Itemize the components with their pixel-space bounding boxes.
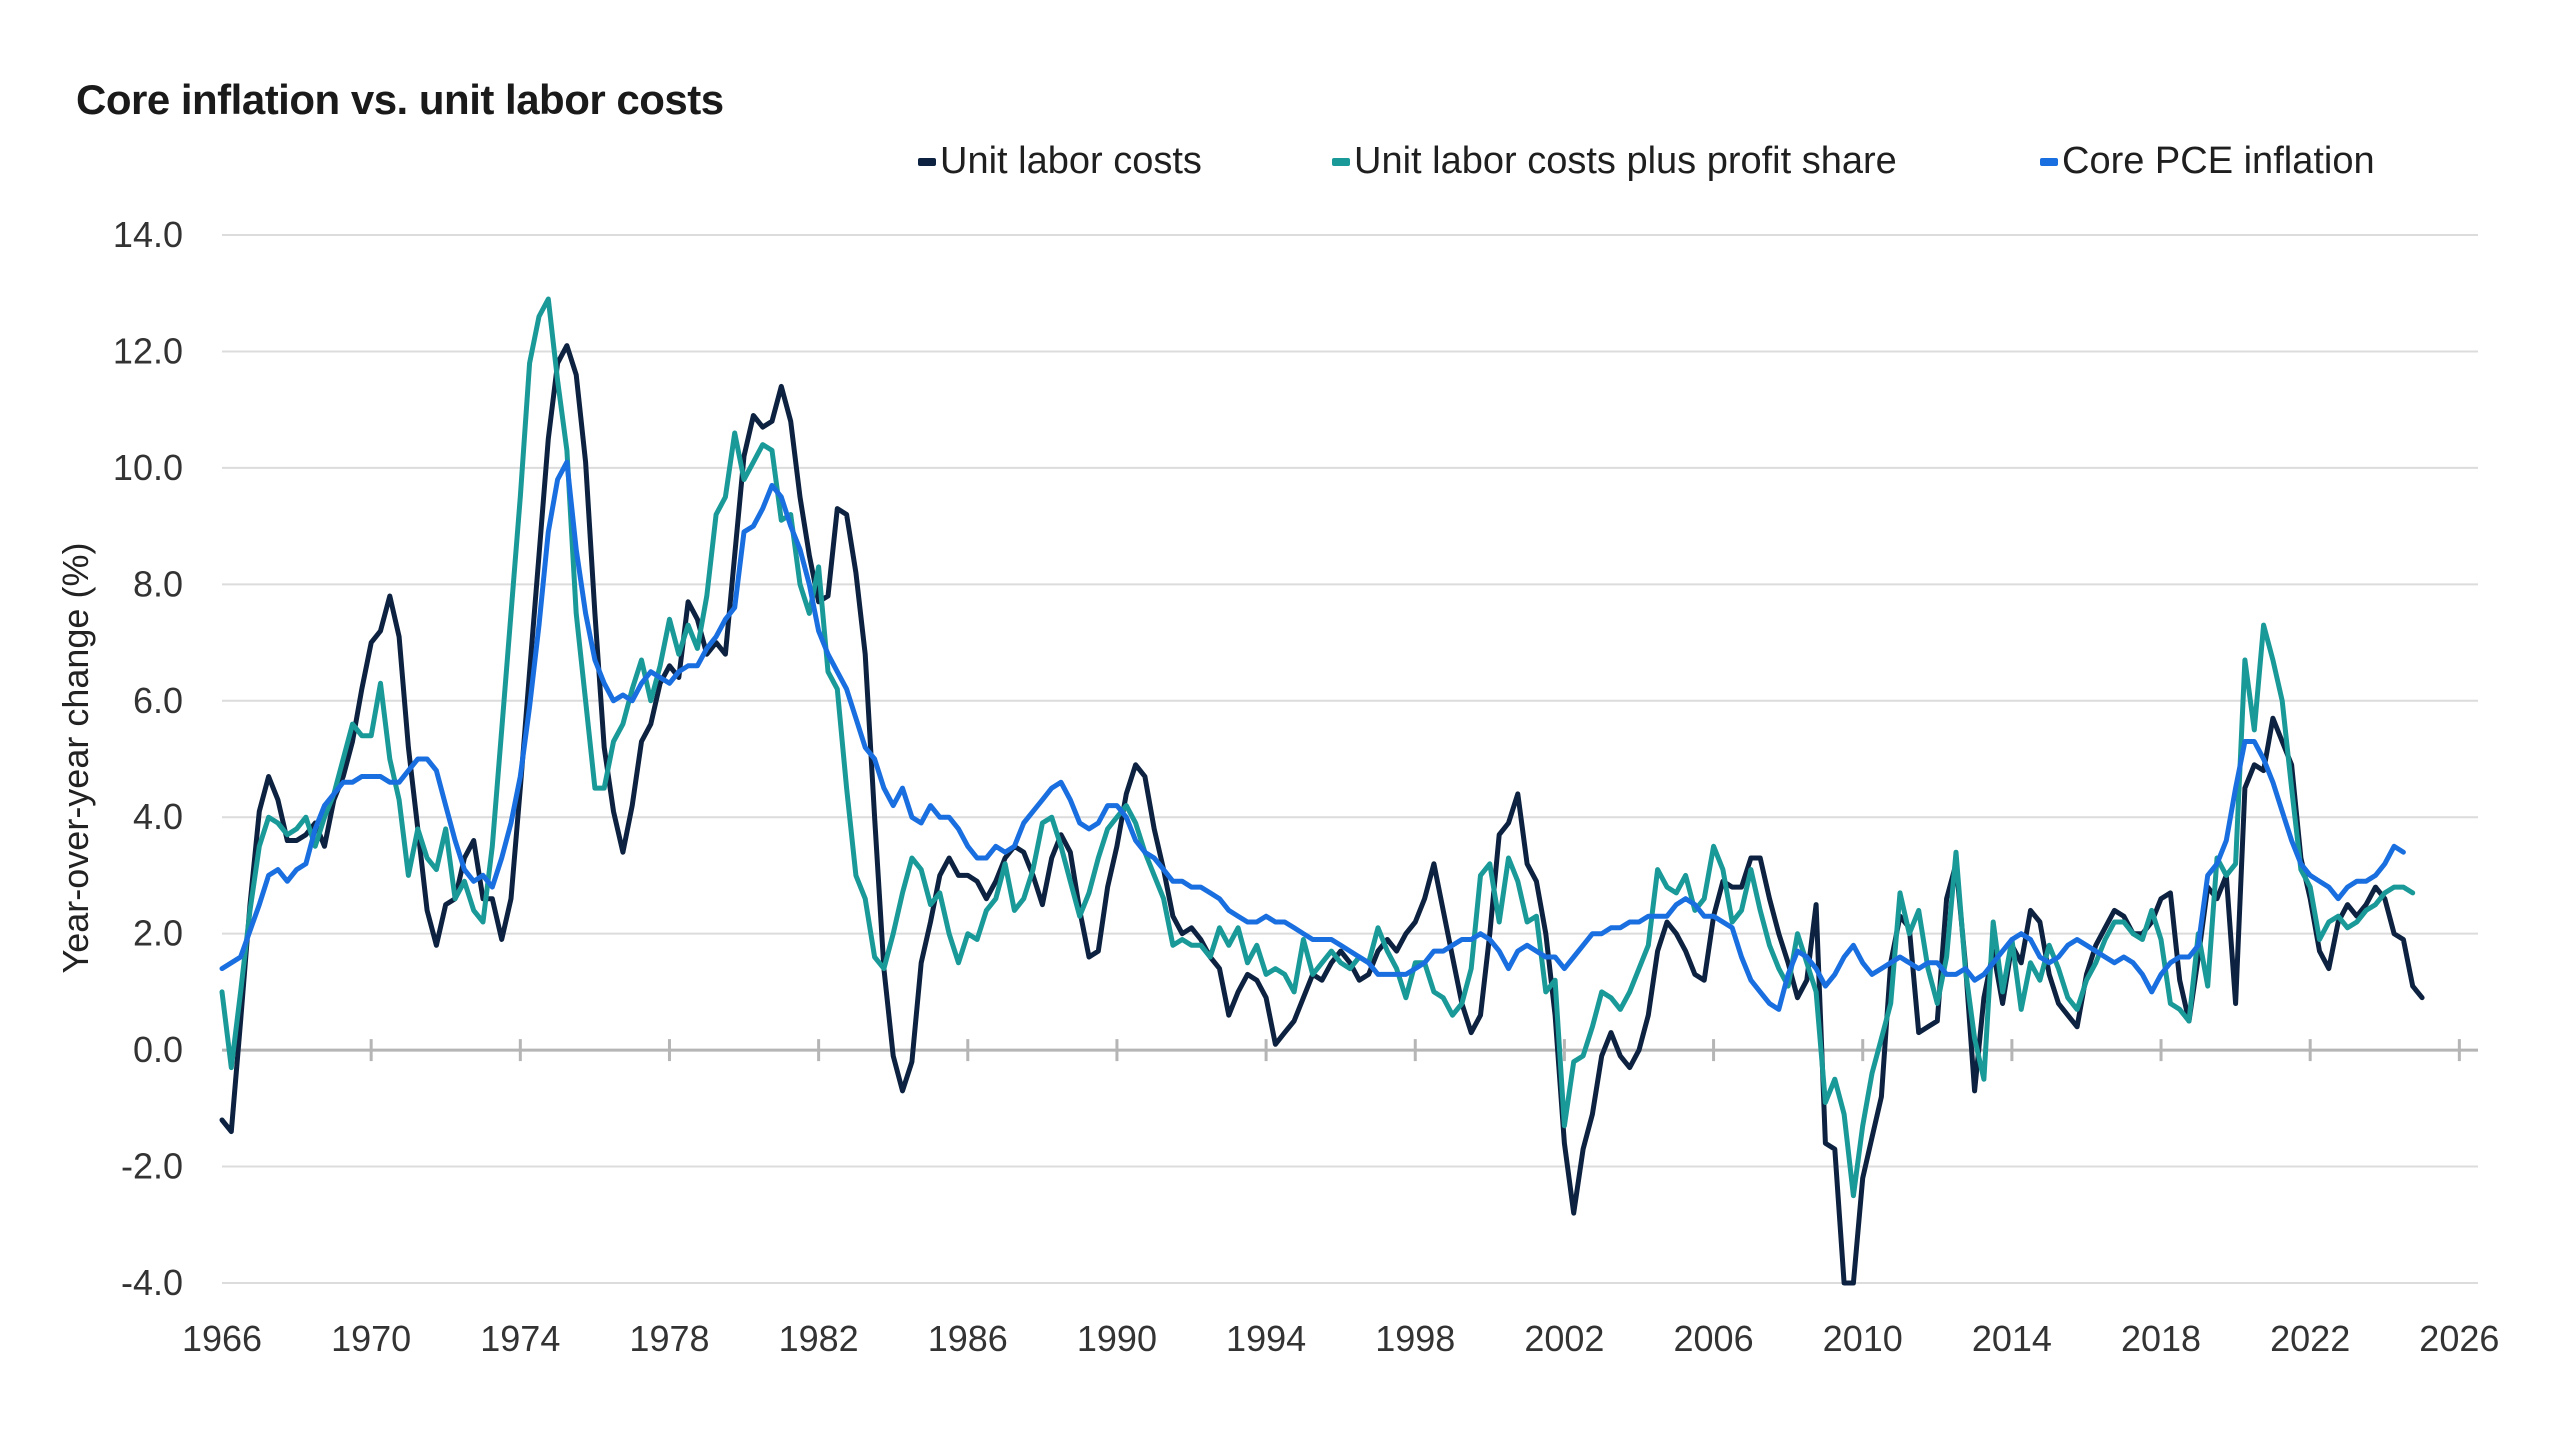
series-lines: [219, 296, 2425, 1286]
gridlines: [222, 234, 2478, 1284]
y-tick-label: 0.0: [133, 1029, 183, 1070]
legend-swatch-core-pce-inflation: [2040, 157, 2058, 166]
legend: Unit labor costs Unit labor costs plus p…: [0, 140, 2560, 190]
legend-label-unit-labor-costs-plus-profit-share: Unit labor costs plus profit share: [1354, 140, 1897, 182]
x-tick-label: 2010: [1823, 1318, 1903, 1359]
series-line-unit-labor-costs: [219, 343, 2425, 1286]
y-axis: 14.0 12.0 10.0 8.0 6.0 4.0 2.0 0.0 -2.0 -4.0: [113, 214, 183, 1303]
x-tick-label: 1990: [1077, 1318, 1157, 1359]
y-tick-label: 14.0: [113, 214, 183, 255]
series-line-unit-labor-costs-plus-profit-share: [219, 296, 2416, 1199]
x-tick-label: 1986: [928, 1318, 1008, 1359]
x-tick-label: 1966: [182, 1318, 262, 1359]
x-tick-label: 1974: [480, 1318, 560, 1359]
x-tick-label: 1978: [629, 1318, 709, 1359]
legend-swatch-unit-labor-costs: [918, 157, 936, 166]
legend-label-core-pce-inflation: Core PCE inflation: [2062, 140, 2375, 182]
x-tick-labels: 1966 1970 1974 1978 1982 1986 1990 1994 1998 2002…: [182, 1318, 2499, 1359]
x-tick-label: 2022: [2270, 1318, 2350, 1359]
legend-swatch-unit-labor-costs-plus-profit-share: [1332, 157, 1350, 166]
x-tick-label: 1998: [1375, 1318, 1455, 1359]
y-tick-label: -2.0: [121, 1146, 183, 1187]
legend-item-core-pce-inflation: Core PCE inflation: [2040, 140, 2375, 183]
x-tick-label: 1970: [331, 1318, 411, 1359]
x-tick-label: 1994: [1226, 1318, 1306, 1359]
legend-label-unit-labor-costs: Unit labor costs: [940, 140, 1202, 182]
y-tick-label: 4.0: [133, 796, 183, 837]
x-tick-label: 2026: [2419, 1318, 2499, 1359]
x-axis: [222, 1039, 2478, 1062]
legend-item-unit-labor-costs: Unit labor costs: [918, 140, 1202, 183]
legend-item-unit-labor-costs-plus-profit-share: Unit labor costs plus profit share: [1332, 140, 1897, 183]
x-tick-label: 2018: [2121, 1318, 2201, 1359]
y-tick-label: 12.0: [113, 330, 183, 371]
series-line-core-pce-inflation: [219, 459, 2406, 1012]
x-tick-label: 2014: [1972, 1318, 2052, 1359]
y-tick-label: 8.0: [133, 563, 183, 604]
y-tick-label: -4.0: [121, 1262, 183, 1303]
x-tick-label: 1982: [779, 1318, 859, 1359]
y-tick-label: 10.0: [113, 447, 183, 488]
chart-title: Core inflation vs. unit labor costs: [76, 76, 724, 123]
x-tick-label: 2006: [1674, 1318, 1754, 1359]
x-tick-label: 2002: [1524, 1318, 1604, 1359]
y-tick-label: 6.0: [133, 680, 183, 721]
y-tick-label: 2.0: [133, 913, 183, 954]
y-axis-title: Year-over-year change (%): [55, 543, 96, 974]
